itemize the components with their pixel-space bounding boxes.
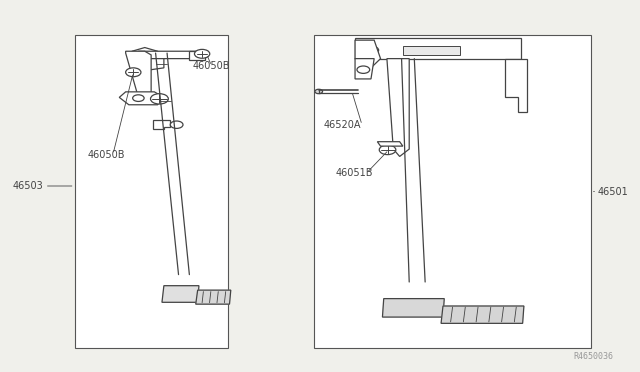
Polygon shape xyxy=(125,51,151,101)
Ellipse shape xyxy=(315,89,323,94)
Polygon shape xyxy=(196,290,231,304)
Polygon shape xyxy=(355,59,374,79)
Circle shape xyxy=(170,121,183,128)
Bar xyxy=(403,46,460,55)
Text: 46050B: 46050B xyxy=(193,61,230,71)
Polygon shape xyxy=(119,92,164,105)
Bar xyxy=(355,38,521,59)
Polygon shape xyxy=(162,286,199,302)
Polygon shape xyxy=(138,51,202,59)
Circle shape xyxy=(366,46,379,54)
Text: R4650036: R4650036 xyxy=(573,352,613,361)
Polygon shape xyxy=(153,119,170,129)
Polygon shape xyxy=(378,142,403,146)
Polygon shape xyxy=(355,40,381,68)
Text: 46520A: 46520A xyxy=(323,120,361,130)
Text: 46050B: 46050B xyxy=(88,150,125,160)
Circle shape xyxy=(380,145,396,155)
Text: 46503: 46503 xyxy=(13,181,44,191)
Circle shape xyxy=(195,49,210,58)
Polygon shape xyxy=(505,59,527,112)
Text: 46501: 46501 xyxy=(597,186,628,196)
Polygon shape xyxy=(441,306,524,323)
Circle shape xyxy=(150,94,168,104)
Polygon shape xyxy=(387,59,409,157)
Polygon shape xyxy=(132,48,164,70)
Circle shape xyxy=(125,68,141,77)
Bar xyxy=(75,35,228,349)
Circle shape xyxy=(132,95,144,102)
Text: 46051B: 46051B xyxy=(336,168,373,178)
Polygon shape xyxy=(383,299,444,317)
Circle shape xyxy=(357,66,370,73)
Bar xyxy=(314,35,591,349)
Polygon shape xyxy=(189,51,205,61)
